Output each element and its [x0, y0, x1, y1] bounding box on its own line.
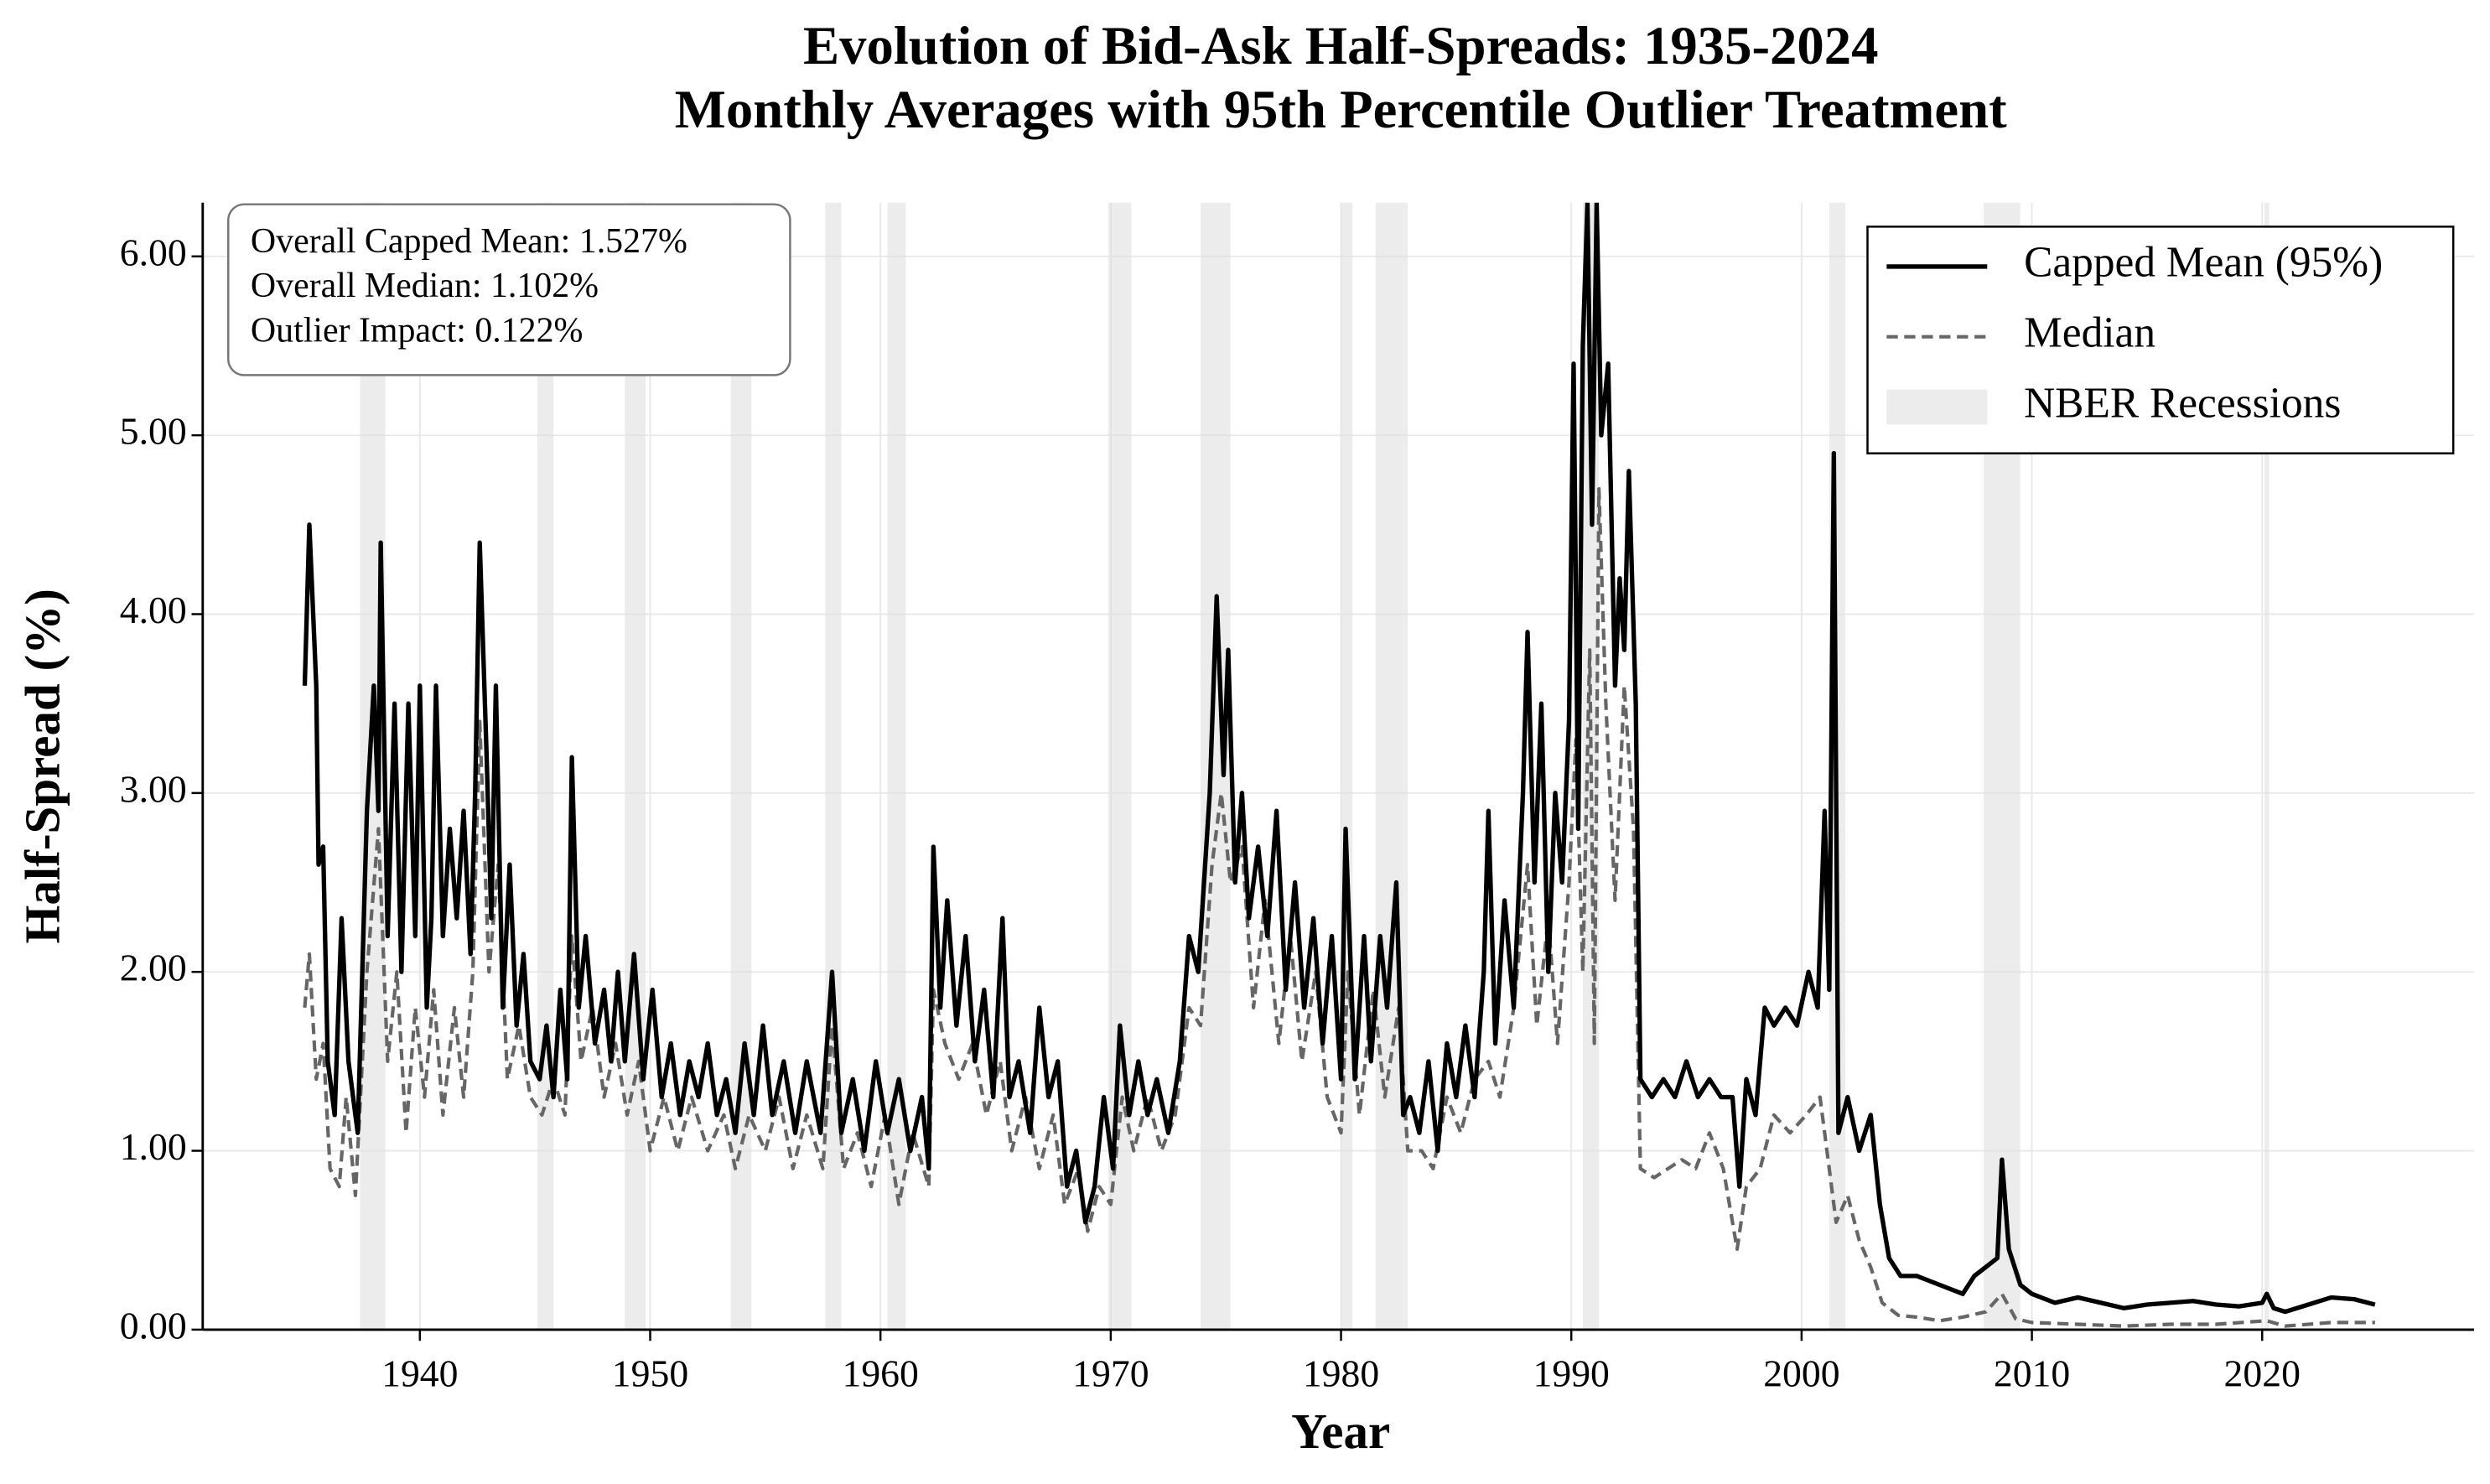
y-tick-label: 1.00: [120, 1125, 187, 1168]
x-tick-label: 1950: [612, 1352, 688, 1394]
legend-label: Capped Mean (95%): [2024, 239, 2383, 287]
annotation-line: Outlier Impact: 0.122%: [251, 312, 584, 350]
series-line: [302, 202, 2376, 1315]
y-tick-label: 5.00: [120, 410, 187, 453]
recession-band: [625, 202, 646, 1330]
series-line: [303, 487, 2375, 1328]
annotation-line: Overall Median: 1.102%: [251, 267, 599, 305]
annotation-line: Overall Capped Mean: 1.527%: [251, 222, 687, 261]
x-tick-label: 1980: [1303, 1352, 1379, 1394]
recession-band: [1375, 202, 1408, 1330]
chart-subtitle: Monthly Averages with 95th Percentile Ou…: [675, 80, 2007, 140]
recession-band: [887, 202, 906, 1330]
chart-title: Evolution of Bid-Ask Half-Spreads: 1935-…: [803, 16, 1879, 76]
legend-label: NBER Recessions: [2024, 379, 2341, 427]
x-tick-label: 2020: [2224, 1352, 2301, 1394]
x-axis-label: Year: [1291, 1404, 1390, 1459]
y-tick-label: 6.00: [120, 231, 187, 273]
recession-band: [825, 202, 842, 1330]
y-axis-label: Half-Spread (%): [15, 589, 70, 943]
recession-band: [1341, 202, 1353, 1330]
lines: [302, 202, 2376, 1328]
legend: Capped Mean (95%) Median NBER Recessions: [1866, 226, 2455, 454]
y-tick-label: 0.00: [120, 1304, 187, 1346]
x-tick-label: 2000: [1763, 1352, 1839, 1394]
axes: 0.00 1.00 2.00 3.00 4.00 5.00 6.00 1940 1950 1960…: [120, 202, 2474, 1394]
y-tick-label: 2.00: [120, 947, 187, 989]
recession-band: [1582, 202, 1600, 1330]
annotation-box: Overall Capped Mean: 1.527% Overall Medi…: [227, 203, 791, 376]
x-tick-label: 1960: [842, 1352, 918, 1394]
recession-band: [360, 202, 386, 1330]
y-tick-label: 3.00: [120, 767, 187, 810]
recession-band: [2264, 202, 2270, 1330]
x-tick-label: 1990: [1533, 1352, 1610, 1394]
legend-label: Median: [2024, 309, 2155, 357]
x-tick-label: 1940: [381, 1352, 458, 1394]
recessions: [360, 202, 2270, 1330]
annotation-frame: [227, 203, 791, 376]
x-tick-label: 1970: [1072, 1352, 1149, 1394]
legend-swatch: [1886, 389, 1988, 425]
x-tick-label: 2010: [1994, 1352, 2070, 1394]
y-tick-label: 4.00: [120, 589, 187, 631]
